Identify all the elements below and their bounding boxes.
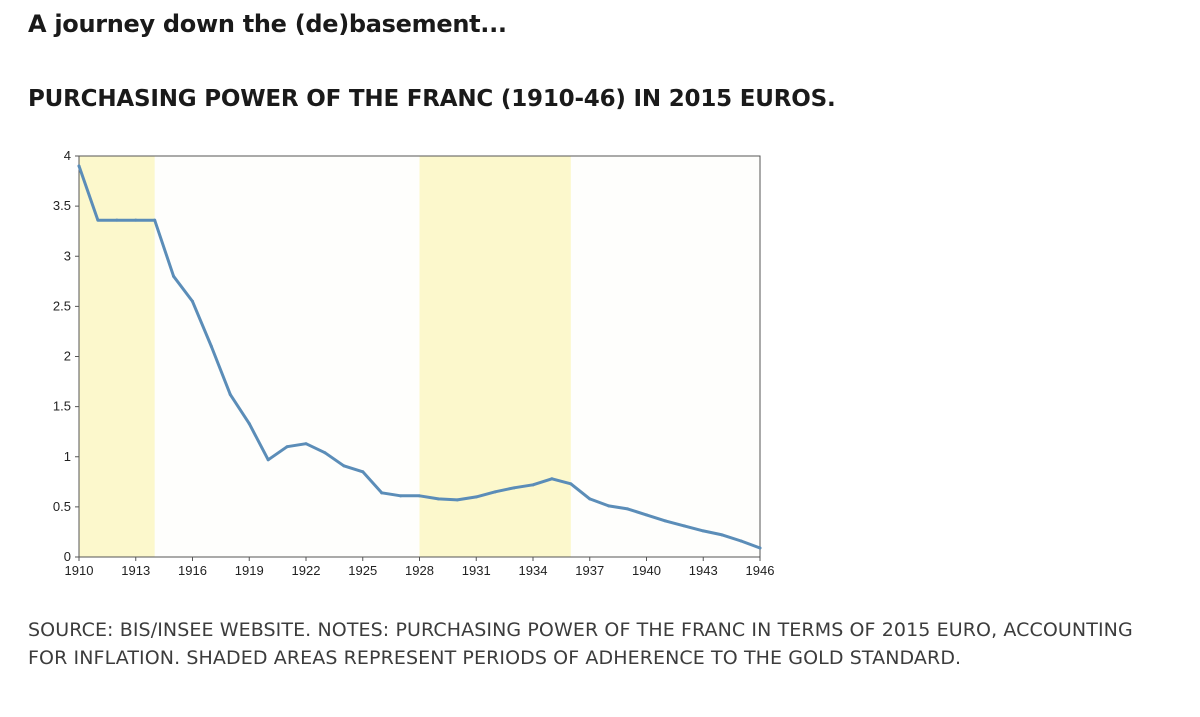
y-axis: 0 0.5 1 1.5 2 2.5 3 3.5 4: [53, 148, 79, 564]
data-point: [115, 218, 119, 222]
data-point: [701, 529, 705, 533]
x-tick-label: 1928: [405, 563, 434, 578]
data-point: [569, 482, 573, 486]
data-point: [663, 519, 667, 523]
data-point: [720, 533, 724, 537]
x-tick-label: 1913: [121, 563, 150, 578]
y-tick-label: 2.5: [53, 298, 71, 313]
data-point: [361, 470, 365, 474]
x-tick-label: 1934: [519, 563, 548, 578]
data-point: [493, 490, 497, 494]
data-points: [77, 164, 762, 550]
y-tick-label: 3: [64, 248, 71, 263]
data-point: [474, 495, 478, 499]
data-point: [266, 458, 270, 462]
x-tick-label: 1943: [689, 563, 718, 578]
y-tick-label: 4: [64, 148, 71, 163]
y-tick-label: 1.5: [53, 399, 71, 414]
data-point: [758, 546, 762, 550]
data-point: [607, 504, 611, 508]
x-tick-label: 1919: [235, 563, 264, 578]
x-tick-label: 1910: [65, 563, 94, 578]
data-point: [191, 299, 194, 303]
y-tick-label: 2: [64, 349, 71, 364]
data-point: [455, 498, 459, 502]
data-point: [682, 524, 686, 528]
data-point: [531, 483, 535, 487]
gold-standard-period-1: [79, 156, 155, 557]
x-tick-label: 1937: [575, 563, 604, 578]
y-tick-label: 0: [64, 549, 71, 564]
purchasing-power-chart: 00.511.522.533.54 1910 1913 1916 1919 1922 19…: [53, 148, 775, 578]
data-point: [739, 539, 743, 543]
page-heading: A journey down the (de)basement...: [28, 10, 507, 38]
x-tick-label: 1922: [292, 563, 321, 578]
x-tick-label: 1931: [462, 563, 491, 578]
data-point: [399, 494, 403, 498]
x-tick-label: 1946: [746, 563, 775, 578]
data-point: [153, 218, 157, 222]
data-point: [134, 218, 138, 222]
data-point: [588, 497, 592, 501]
data-point: [323, 451, 327, 455]
x-axis: 1910 1913 1916 1919 1922 1925 1928 1931 1934 1937…: [65, 557, 775, 578]
gold-standard-shading: [79, 156, 571, 557]
data-point: [96, 218, 100, 222]
y-tick-label: 3.5: [53, 198, 71, 213]
x-tick-label: 1925: [348, 563, 377, 578]
data-point: [304, 442, 308, 446]
gold-standard-period-2: [419, 156, 571, 557]
data-point: [342, 464, 346, 468]
x-tick-label: 1916: [178, 563, 207, 578]
x-tick-label: 1940: [632, 563, 661, 578]
data-point: [285, 445, 289, 449]
data-point: [228, 393, 232, 397]
data-point: [436, 497, 440, 501]
data-point: [209, 344, 213, 348]
data-point: [77, 164, 81, 168]
data-point: [247, 422, 251, 426]
data-point: [626, 507, 630, 511]
y-tick-label: 1: [64, 449, 71, 464]
data-point: [172, 274, 176, 278]
data-point: [645, 513, 648, 517]
data-point: [512, 486, 516, 490]
y-tick-label: 0.5: [53, 499, 71, 514]
source-note: SOURCE: BIS/INSEE WEBSITE. NOTES: PURCHA…: [28, 619, 1133, 669]
data-point: [380, 491, 384, 495]
data-point: [418, 494, 421, 498]
data-point: [550, 477, 554, 481]
chart-title: PURCHASING POWER OF THE FRANC (1910-46) …: [28, 86, 836, 112]
